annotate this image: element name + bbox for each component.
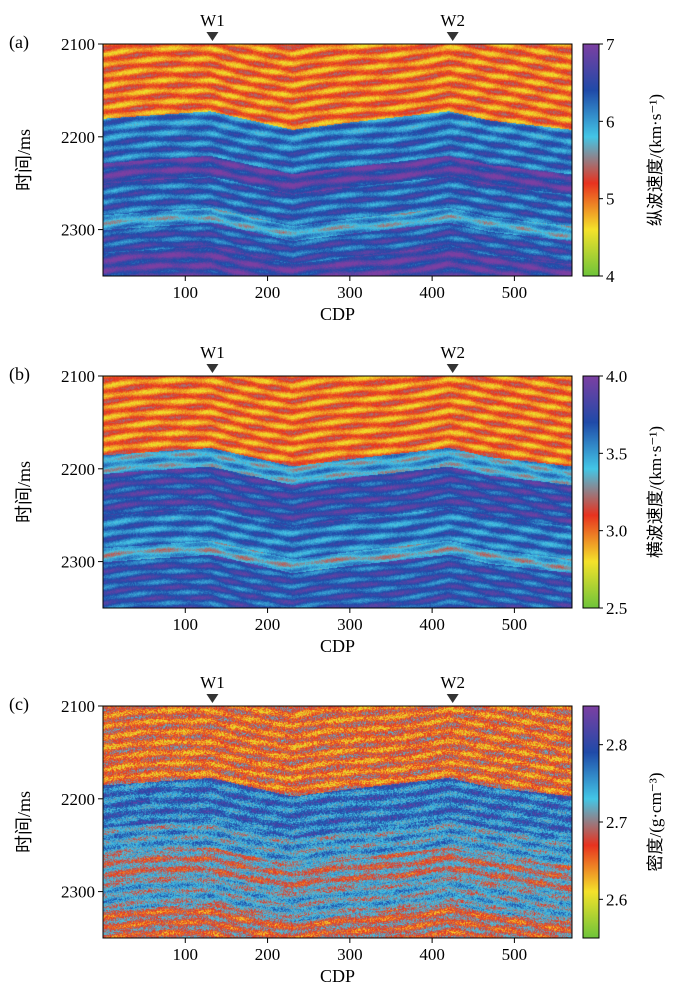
x-tick-label: 200	[255, 945, 281, 964]
well-label-w2: W2	[440, 11, 465, 30]
y-axis-label: 时间/ms	[14, 129, 34, 191]
colorbar-tick-label: 2.8	[606, 736, 627, 755]
x-tick-label: 300	[337, 945, 363, 964]
x-axis-label: CDP	[320, 966, 355, 986]
colorbar: 2.5 3.0 3.5 4.0 横波速度/(km·s⁻¹)	[582, 367, 665, 618]
panel-a: (a) 2100 2200 2300 100 200 300 400 500 CDP 时间/ms W1…	[9, 11, 665, 324]
x-tick-label: 400	[419, 615, 445, 634]
x-tick-label: 200	[255, 283, 281, 302]
colorbar-label: 纵波速度/(km·s⁻¹)	[646, 94, 665, 226]
heatmap-image	[103, 706, 572, 938]
x-tick-label: 100	[173, 283, 199, 302]
colorbar-tick-label: 6	[606, 112, 615, 131]
colorbar-tick-label: 2.5	[606, 599, 627, 618]
y-axis-label: 时间/ms	[14, 791, 34, 853]
plot-frame	[102, 375, 573, 609]
well-label-w2: W2	[440, 343, 465, 362]
colorbar-tick-label: 7	[606, 35, 615, 54]
y-tick-label: 2200	[61, 128, 95, 147]
x-tick-label: 300	[337, 615, 363, 634]
y-axis-label: 时间/ms	[14, 461, 34, 523]
well-marker-w1	[206, 694, 219, 703]
plot-frame	[102, 705, 573, 939]
well-marker-w2	[446, 32, 459, 41]
heatmap-image	[103, 44, 572, 276]
colorbar-scale	[582, 43, 600, 277]
colorbar-tick-label: 5	[606, 190, 615, 209]
x-tick-label: 400	[419, 945, 445, 964]
x-axis-label: CDP	[320, 636, 355, 656]
colorbar-scale	[582, 705, 600, 939]
x-tick-label: 300	[337, 283, 363, 302]
well-label-w2: W2	[440, 673, 465, 692]
colorbar-tick-label: 4.0	[606, 367, 627, 386]
colorbar-tick-label: 2.6	[606, 890, 627, 909]
colorbar-label: 密度/(g·cm⁻³)	[646, 772, 665, 871]
well-marker-w2	[446, 364, 459, 373]
y-tick-label: 2100	[61, 35, 95, 54]
well-marker-w2	[446, 694, 459, 703]
colorbar-scale	[582, 375, 600, 609]
y-tick-label: 2100	[61, 697, 95, 716]
x-tick-label: 100	[173, 945, 199, 964]
x-tick-label: 100	[173, 615, 199, 634]
y-tick-label: 2300	[61, 883, 95, 902]
well-marker-w1	[206, 32, 219, 41]
plot-frame	[102, 43, 573, 277]
colorbar: 2.6 2.7 2.8 密度/(g·cm⁻³)	[582, 705, 665, 939]
x-tick-label: 500	[502, 615, 528, 634]
y-tick-label: 2300	[61, 553, 95, 572]
well-label-w1: W1	[200, 11, 225, 30]
panel-b: (b) 2100 2200 2300 100 200 300 400 500 CDP 时间/ms W1…	[9, 343, 665, 656]
colorbar-label: 横波速度/(km·s⁻¹)	[646, 426, 665, 558]
x-tick-label: 500	[502, 945, 528, 964]
x-tick-label: 200	[255, 615, 281, 634]
y-tick-label: 2200	[61, 460, 95, 479]
well-label-w1: W1	[200, 673, 225, 692]
panel-label: (a)	[9, 32, 29, 53]
panel-label: (c)	[9, 694, 29, 715]
well-marker-w1	[206, 364, 219, 373]
colorbar-tick-label: 3.0	[606, 522, 627, 541]
colorbar-tick-label: 2.7	[606, 813, 628, 832]
heatmap-image	[103, 376, 572, 608]
well-label-w1: W1	[200, 343, 225, 362]
colorbar-tick-label: 4	[606, 267, 615, 286]
panel-label: (b)	[9, 364, 30, 385]
y-tick-label: 2100	[61, 367, 95, 386]
x-tick-label: 400	[419, 283, 445, 302]
colorbar: 4 5 6 7 纵波速度/(km·s⁻¹)	[582, 35, 665, 286]
x-tick-label: 500	[502, 283, 528, 302]
y-tick-label: 2200	[61, 790, 95, 809]
x-axis-label: CDP	[320, 304, 355, 324]
panel-c: (c) 2100 2200 2300 100 200 300 400 500 CDP 时间/ms W1…	[9, 673, 665, 986]
colorbar-tick-label: 3.5	[606, 444, 627, 463]
y-tick-label: 2300	[61, 221, 95, 240]
